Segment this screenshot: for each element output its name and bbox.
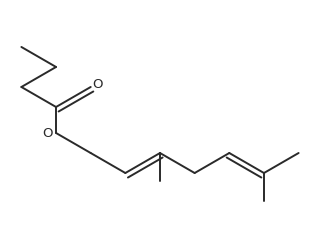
Text: O: O <box>93 78 103 92</box>
Text: O: O <box>42 126 52 140</box>
